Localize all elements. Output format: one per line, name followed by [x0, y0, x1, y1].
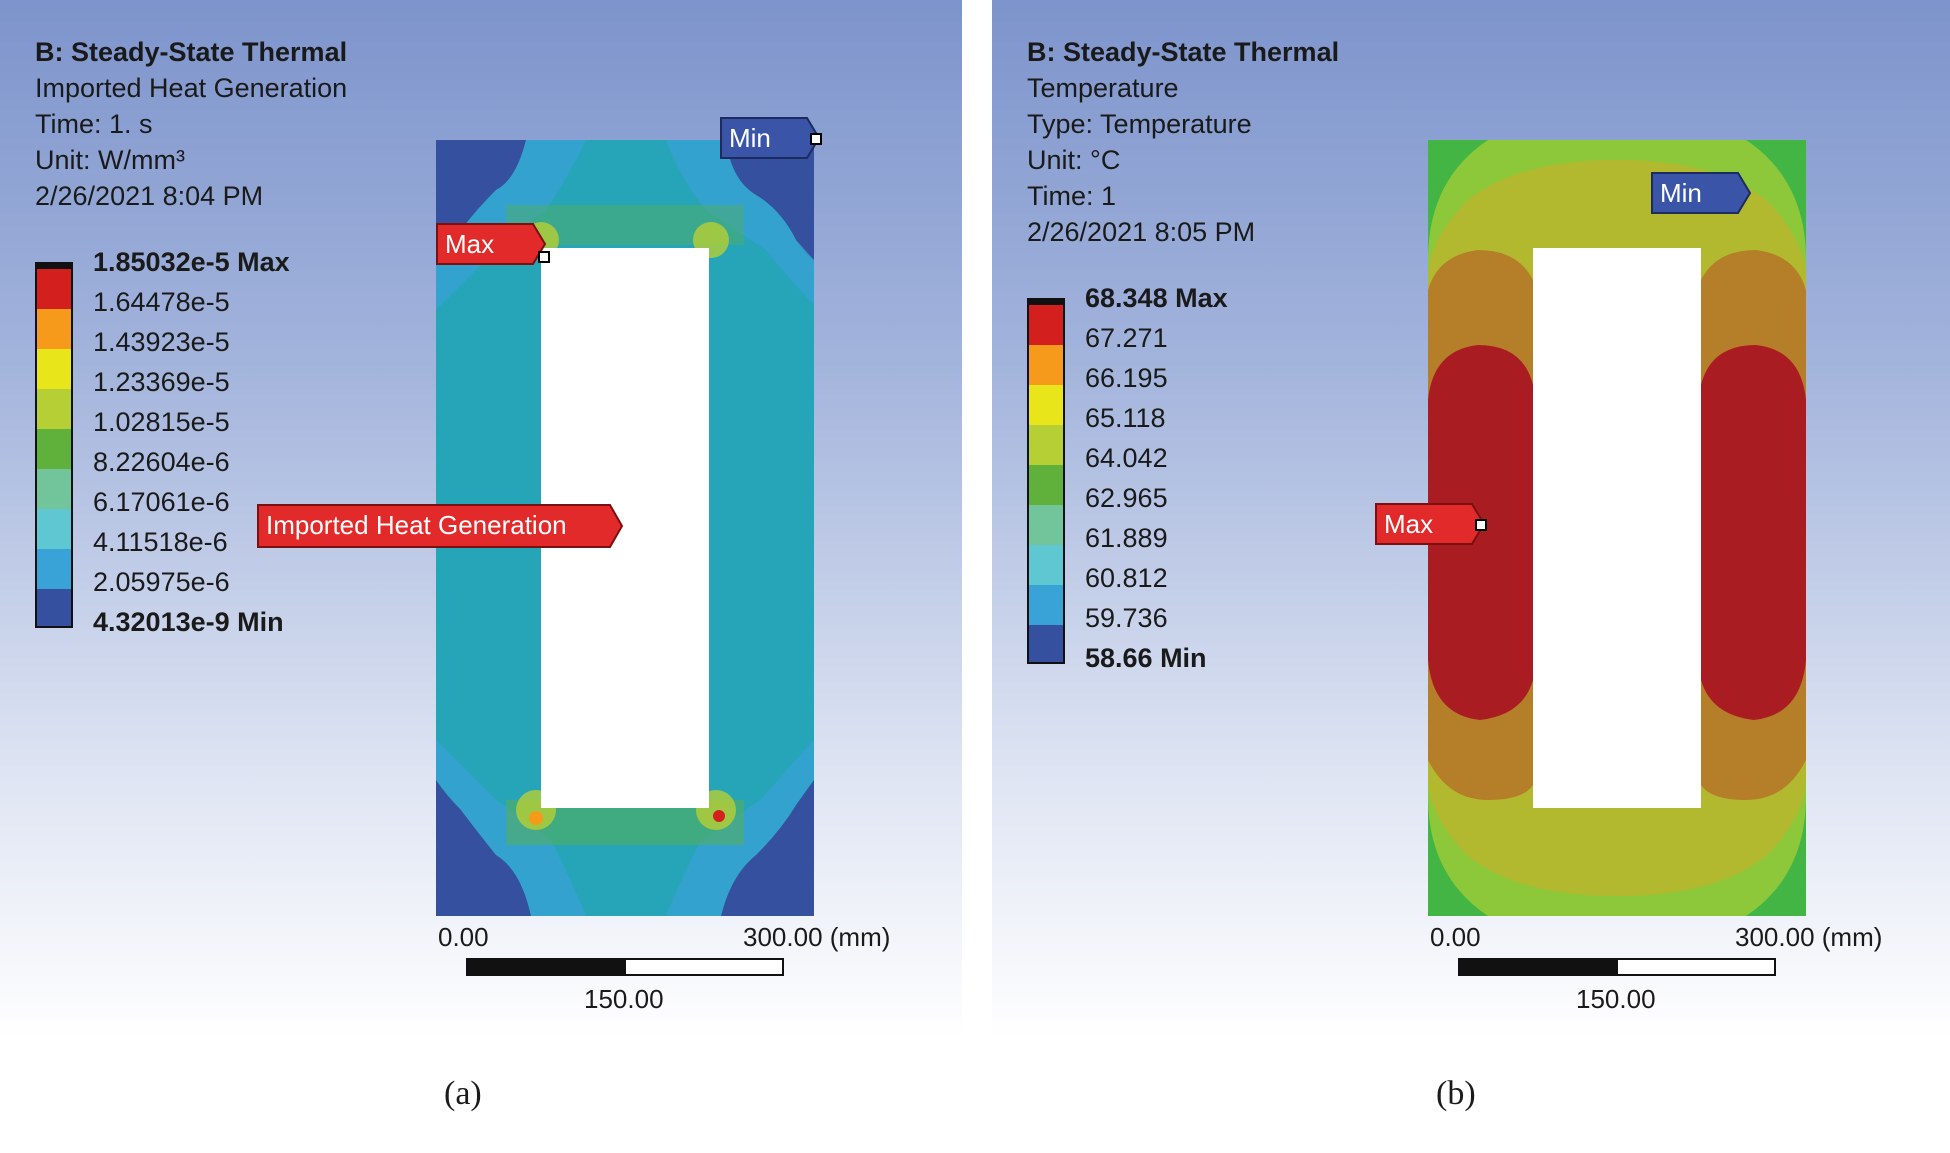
legend-swatch — [37, 269, 71, 309]
min-probe-label: Min — [729, 123, 771, 153]
scale-bar — [1458, 958, 1776, 976]
result-name: Imported Heat Generation — [35, 73, 348, 103]
legend-label: 60.812 — [1085, 563, 1168, 593]
max-probe[interactable]: Max — [1375, 503, 1487, 545]
legend-swatch — [1029, 305, 1063, 345]
scale-mid-label: 150.00 — [584, 984, 664, 1014]
legend-swatch — [37, 429, 71, 469]
contour-plot-temperature — [1428, 140, 1806, 916]
legend-swatch — [1029, 385, 1063, 425]
scale-bar-fill — [468, 960, 626, 974]
legend-label: 4.11518e-6 — [93, 527, 228, 557]
scale-mid-label: 150.00 — [1576, 984, 1656, 1014]
result-panel-temperature: B: Steady-State Thermal Temperature Type… — [992, 0, 1950, 1040]
max-probe[interactable]: Max — [436, 223, 550, 265]
legend-swatch — [1029, 425, 1063, 465]
corner-region — [436, 140, 526, 265]
hotspot — [713, 810, 725, 822]
probe-flag-shape — [720, 117, 822, 159]
corner-region — [436, 780, 531, 916]
scale-bar — [466, 958, 784, 976]
result-label-tag[interactable]: Imported Heat Generation — [257, 504, 624, 548]
result-tag-label: Imported Heat Generation — [266, 510, 567, 540]
result-header: B: Steady-State Thermal Temperature Type… — [1027, 34, 1339, 250]
legend-swatch — [1029, 585, 1063, 625]
contour-band — [1701, 345, 1806, 720]
legend-label-min: 58.66 Min — [1085, 643, 1207, 673]
legend-label: 59.736 — [1085, 603, 1168, 633]
result-timestamp: 2/26/2021 8:04 PM — [35, 181, 264, 211]
scale-ruler: 0.00 300.00 (mm) 150.00 — [438, 922, 908, 1022]
legend-swatch — [37, 509, 71, 549]
legend-label: 1.02815e-5 — [93, 407, 230, 437]
result-time: Time: 1 — [1027, 181, 1117, 211]
contour-band — [666, 140, 814, 305]
legend-label: 1.23369e-5 — [93, 367, 230, 397]
legend-label: 1.64478e-5 — [93, 287, 230, 317]
result-unit: Unit: W/mm³ — [35, 145, 185, 175]
scale-end-label: 300.00 (mm) — [1735, 922, 1883, 952]
probe-flag-shape — [1651, 172, 1752, 214]
analysis-title: B: Steady-State Thermal — [35, 37, 348, 67]
legend-label: 64.042 — [1085, 443, 1168, 473]
legend-colorbar — [35, 262, 73, 628]
legend-label-min: 4.32013e-9 Min — [93, 607, 284, 637]
corner-region — [721, 780, 814, 916]
core-window — [1533, 248, 1701, 808]
result-header: B: Steady-State Thermal Imported Heat Ge… — [35, 34, 347, 214]
max-probe-label: Max — [445, 229, 495, 259]
result-panel-heat-generation: B: Steady-State Thermal Imported Heat Ge… — [0, 0, 962, 1040]
legend-label: 65.118 — [1085, 403, 1166, 433]
legend-label: 1.43923e-5 — [93, 327, 230, 357]
scale-start-label: 0.00 — [438, 922, 489, 952]
scale-bar-fill — [1460, 960, 1618, 974]
min-probe[interactable]: Min — [1651, 172, 1752, 214]
analysis-title: B: Steady-State Thermal — [1027, 37, 1340, 67]
result-type: Type: Temperature — [1027, 109, 1252, 139]
max-probe-label: Max — [1384, 509, 1434, 539]
legend-swatch — [37, 309, 71, 349]
legend-label: 67.271 — [1085, 323, 1168, 353]
legend-swatch — [37, 349, 71, 389]
legend-swatch — [37, 389, 71, 429]
legend-swatch — [1029, 465, 1063, 505]
legend-swatch — [1029, 345, 1063, 385]
result-tag-shape — [257, 504, 624, 548]
legend-label: 6.17061e-6 — [93, 487, 230, 517]
probe-flag-shape — [436, 223, 550, 265]
caption-b: (b) — [1436, 1075, 1476, 1112]
probe-flag-shape — [1375, 503, 1487, 545]
legend-label: 66.195 — [1085, 363, 1168, 393]
corner-region — [726, 140, 814, 260]
legend-label-max: 1.85032e-5 Max — [93, 247, 290, 277]
legend-swatch — [37, 589, 71, 626]
result-timestamp: 2/26/2021 8:05 PM — [1027, 217, 1256, 247]
legend-swatch — [1029, 545, 1063, 585]
contour-band — [1428, 345, 1533, 720]
legend-max-cap — [37, 264, 71, 269]
result-unit: Unit: °C — [1027, 145, 1121, 175]
caption-a: (a) — [444, 1075, 482, 1112]
result-time: Time: 1. s — [35, 109, 153, 139]
scale-end-label: 300.00 (mm) — [743, 922, 891, 952]
legend-swatch — [37, 549, 71, 589]
min-probe[interactable]: Min — [720, 117, 822, 159]
legend-label: 8.22604e-6 — [93, 447, 230, 477]
legend-colorbar — [1027, 298, 1065, 664]
contour-band — [666, 740, 814, 916]
contour-band — [436, 740, 586, 916]
legend-label: 61.889 — [1085, 523, 1168, 553]
legend-label: 62.965 — [1085, 483, 1168, 513]
legend-swatch — [1029, 625, 1063, 662]
hotspot — [529, 811, 543, 825]
legend-label-max: 68.348 Max — [1085, 283, 1228, 313]
legend-swatch — [1029, 505, 1063, 545]
result-name: Temperature — [1027, 73, 1179, 103]
scale-start-label: 0.00 — [1430, 922, 1481, 952]
legend-max-cap — [1029, 300, 1063, 305]
min-probe-label: Min — [1660, 178, 1702, 208]
legend-swatch — [37, 469, 71, 509]
scale-ruler: 0.00 300.00 (mm) 150.00 — [1430, 922, 1900, 1022]
legend-label: 2.05975e-6 — [93, 567, 230, 597]
